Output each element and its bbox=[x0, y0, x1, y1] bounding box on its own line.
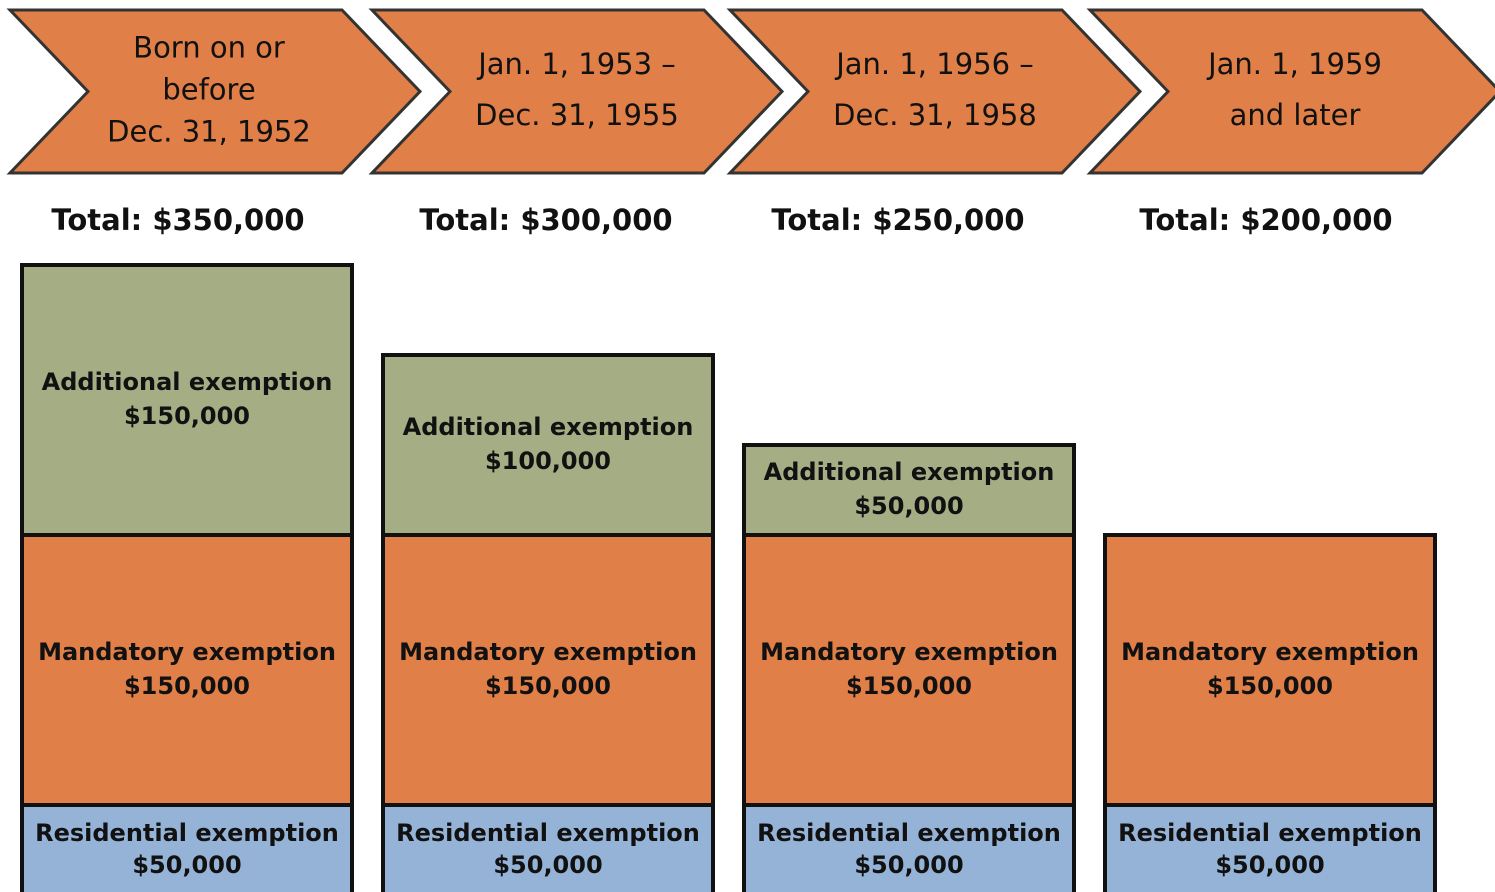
segment bbox=[381, 803, 715, 892]
total-label: Total: $250,000 bbox=[771, 203, 1024, 237]
segment-name: Residential exemption bbox=[1118, 819, 1422, 847]
total-label: Total: $300,000 bbox=[419, 203, 672, 237]
segment bbox=[20, 533, 354, 807]
segment-value: $100,000 bbox=[485, 447, 611, 475]
chevron bbox=[6, 8, 423, 175]
header-text: Jan. 1, 1959 bbox=[1206, 47, 1382, 81]
header-text: Dec. 31, 1952 bbox=[107, 115, 311, 149]
segment bbox=[381, 533, 715, 807]
header-text: Born on or bbox=[133, 31, 285, 65]
segment-name: Mandatory exemption bbox=[1121, 638, 1419, 666]
segment-name: Additional exemption bbox=[764, 458, 1055, 486]
segment bbox=[742, 803, 1076, 892]
segment-value: $150,000 bbox=[1207, 672, 1333, 700]
segment-value: $50,000 bbox=[854, 492, 963, 520]
chevron bbox=[368, 8, 785, 175]
segment bbox=[742, 443, 1076, 537]
segment-value: $50,000 bbox=[132, 851, 241, 879]
header-text: Jan. 1, 1956 – bbox=[834, 47, 1034, 81]
segment-name: Additional exemption bbox=[42, 368, 333, 396]
segment bbox=[20, 803, 354, 892]
segment-value: $50,000 bbox=[1215, 851, 1324, 879]
header-text: Jan. 1, 1953 – bbox=[476, 47, 676, 81]
segment-name: Residential exemption bbox=[396, 819, 700, 847]
segment bbox=[742, 533, 1076, 807]
chevron bbox=[726, 8, 1143, 175]
header-text: before bbox=[162, 73, 255, 107]
segment-value: $150,000 bbox=[485, 672, 611, 700]
segment bbox=[1103, 533, 1437, 807]
chevron bbox=[1086, 8, 1495, 175]
segment-name: Residential exemption bbox=[35, 819, 339, 847]
segment-name: Mandatory exemption bbox=[399, 638, 697, 666]
segment-name: Residential exemption bbox=[757, 819, 1061, 847]
segment-value: $50,000 bbox=[854, 851, 963, 879]
total-label: Total: $200,000 bbox=[1139, 203, 1392, 237]
header-text: and later bbox=[1230, 98, 1361, 132]
segment bbox=[381, 353, 715, 537]
segment-name: Mandatory exemption bbox=[38, 638, 336, 666]
segment-value: $50,000 bbox=[493, 851, 602, 879]
segment-value: $150,000 bbox=[124, 672, 250, 700]
header-text: Dec. 31, 1955 bbox=[475, 98, 679, 132]
segment-value: $150,000 bbox=[124, 402, 250, 430]
segment-name: Mandatory exemption bbox=[760, 638, 1058, 666]
total-label: Total: $350,000 bbox=[51, 203, 304, 237]
segment bbox=[20, 263, 354, 537]
header-text: Dec. 31, 1958 bbox=[833, 98, 1037, 132]
segment-name: Additional exemption bbox=[403, 413, 694, 441]
segment-value: $150,000 bbox=[846, 672, 972, 700]
